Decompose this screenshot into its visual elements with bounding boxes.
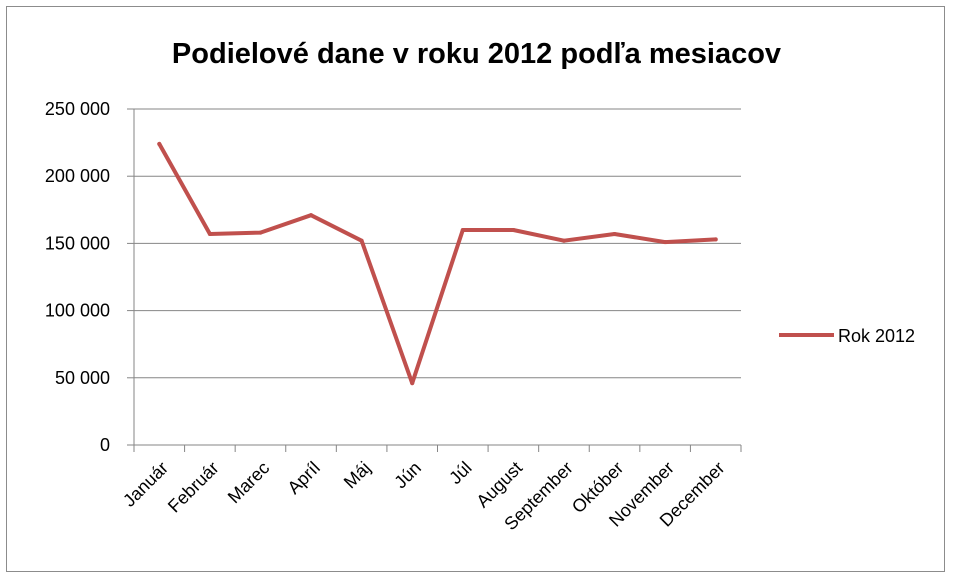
x-tick-label: Júl xyxy=(445,458,475,488)
data-point xyxy=(511,227,516,232)
data-point xyxy=(207,231,212,236)
data-point xyxy=(460,227,465,232)
y-tick-label: 200 000 xyxy=(45,166,110,186)
series-line xyxy=(157,141,718,386)
gridlines xyxy=(134,108,741,379)
y-tick-label: 50 000 xyxy=(55,368,110,388)
data-point xyxy=(561,238,566,243)
data-point xyxy=(663,240,668,245)
chart-title: Podielové dane v roku 2012 podľa mesiaco… xyxy=(171,38,782,70)
x-tick-label: Marec xyxy=(224,458,274,508)
series xyxy=(157,141,718,386)
data-point xyxy=(612,231,617,236)
data-point xyxy=(258,230,263,235)
data-point xyxy=(359,238,364,243)
x-tick-label: Apríl xyxy=(284,458,324,498)
data-point xyxy=(309,213,314,218)
x-tick-label: Február xyxy=(164,458,223,517)
data-point xyxy=(157,141,162,146)
y-tick-labels: 0 50 000 100 000 150 000 200 000 250 000 xyxy=(45,99,110,455)
y-tick-label: 100 000 xyxy=(45,301,110,321)
x-tick-label: Máj xyxy=(340,458,375,493)
legend-label: Rok 2012 xyxy=(838,326,915,346)
axes xyxy=(127,108,742,452)
data-point xyxy=(713,237,718,242)
x-tick-label: Jún xyxy=(390,458,425,493)
chart-frame xyxy=(6,6,945,572)
y-tick-label: 0 xyxy=(100,435,110,455)
legend: Rok 2012 xyxy=(779,326,915,346)
data-point xyxy=(410,381,415,386)
y-tick-label: 250 000 xyxy=(45,99,110,119)
y-tick-label: 150 000 xyxy=(45,233,110,253)
